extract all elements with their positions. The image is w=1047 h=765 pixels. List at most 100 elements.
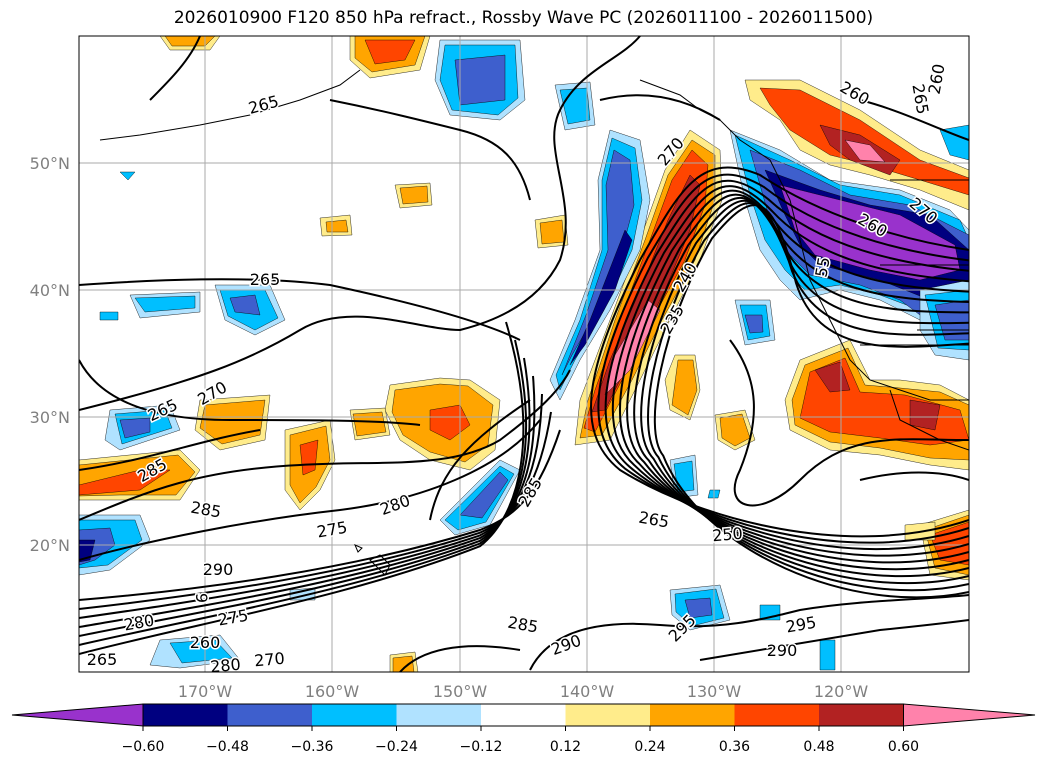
shaded-region-7 <box>325 219 349 233</box>
contour-label: 265 <box>87 650 118 669</box>
shaded-region-3 <box>169 639 233 664</box>
shaded-region-7 <box>392 655 415 672</box>
height-contour <box>79 429 261 471</box>
height-contour <box>399 645 521 672</box>
height-contour <box>599 94 721 121</box>
colorbar-segment <box>396 704 481 726</box>
shaded-region-2 <box>454 54 506 106</box>
shaded-region-7 <box>719 413 751 447</box>
contour-label: 260 <box>190 633 221 652</box>
shaded-region-8 <box>79 469 171 496</box>
contour-label: 250 <box>711 524 743 546</box>
longitude-label: 120°W <box>814 682 869 701</box>
height-contour <box>429 399 531 521</box>
height-contour <box>329 99 531 201</box>
colorbar-segment <box>143 704 228 726</box>
height-contour <box>529 594 969 671</box>
colorbar-tick-label: 0.48 <box>803 739 834 755</box>
height-contour <box>79 321 525 655</box>
colorbar-tick-label: 0.60 <box>888 739 919 755</box>
map-area: 2652652702652852852752802909275280260270… <box>79 36 969 677</box>
shaded-region-3 <box>819 639 836 671</box>
coastline <box>889 389 969 451</box>
shaded-region-7 <box>671 359 698 416</box>
border-line <box>860 179 969 346</box>
height-contour <box>79 429 561 601</box>
height-contour <box>604 179 969 551</box>
colorbar-extend-max <box>903 703 1036 727</box>
height-contour <box>859 99 969 141</box>
shaded-region-3 <box>99 311 119 321</box>
colorbar-tick-label: −0.24 <box>375 739 418 755</box>
height-contour <box>79 36 641 411</box>
colorbar-segment <box>650 704 735 726</box>
colorbar-tick-label: −0.48 <box>206 739 249 755</box>
height-contour <box>597 173 969 544</box>
colorbar-segment <box>819 704 904 726</box>
contour-label: 280 <box>209 655 241 677</box>
height-contour <box>79 339 528 646</box>
longitude-label: 140°W <box>560 682 615 701</box>
contour-label: 290 <box>203 560 234 579</box>
height-contour <box>590 166 969 538</box>
contour-label: 290 <box>767 641 798 660</box>
height-contour <box>633 197 969 578</box>
colorbar-tick-label: 0.24 <box>634 739 665 755</box>
height-contour <box>79 393 543 619</box>
height-contour <box>79 411 552 610</box>
shaded-region-7 <box>399 185 429 205</box>
height-contour <box>79 357 531 637</box>
height-contour <box>626 193 969 571</box>
height-contour <box>79 278 521 341</box>
contour-label: 9 <box>192 593 211 603</box>
shaded-region-2 <box>561 149 635 376</box>
coastline <box>99 69 361 141</box>
shaded-region-2 <box>229 294 261 316</box>
longitude-label: 130°W <box>687 682 742 701</box>
plot-title: 2026010900 F120 850 hPa refract., Rossby… <box>173 8 874 28</box>
colorbar-tick-label: −0.36 <box>291 739 334 755</box>
colorbar-extend-min <box>11 703 144 727</box>
height-contour <box>79 369 571 521</box>
longitude-labels: 170°W 160°W 150°W 140°W 130°W 120°W <box>178 682 869 701</box>
refractivity-shading <box>79 36 969 672</box>
shaded-region-2 <box>459 471 509 519</box>
height-contour <box>647 202 969 592</box>
shaded-region-1 <box>569 229 633 366</box>
longitude-label: 160°W <box>305 682 360 701</box>
shaded-region-2 <box>744 314 764 334</box>
height-contour <box>79 375 536 628</box>
shaded-region-3 <box>134 295 196 313</box>
colorbar-frame <box>142 703 904 727</box>
contour-label: 55 <box>811 255 833 278</box>
colorbar-tick-label: 0.12 <box>550 739 581 755</box>
height-contour <box>640 199 969 585</box>
colorbar-tick-label: −0.12 <box>460 739 503 755</box>
height-contour <box>79 359 421 426</box>
height-contour <box>859 471 969 481</box>
map-frame <box>78 35 970 673</box>
shaded-region-3 <box>119 171 136 181</box>
colorbar-segment <box>565 704 650 726</box>
shaded-region-2 <box>119 417 151 439</box>
longitude-label: 150°W <box>433 682 488 701</box>
latitude-label: 50°N <box>30 154 70 173</box>
latitude-label: 30°N <box>30 408 70 427</box>
height-contour <box>79 419 541 561</box>
shaded-region-10 <box>844 139 886 163</box>
shaded-region-7 <box>352 411 387 437</box>
shaded-region-2 <box>684 597 713 619</box>
height-contour <box>653 204 969 599</box>
colorbar: −0.60 −0.48 −0.36 −0.24 −0.12 0.12 0.24 0.36 0.4… <box>11 703 1036 755</box>
contour-label: 265 <box>250 270 281 289</box>
latitude-labels: 50°N 40°N 30°N 20°N <box>30 154 70 555</box>
latitude-label: 20°N <box>30 536 70 555</box>
shaded-region-3 <box>939 124 969 161</box>
contour-label: 275 <box>216 606 249 630</box>
height-contour <box>611 185 969 557</box>
height-contour <box>149 36 201 101</box>
colorbar-segment <box>734 704 819 726</box>
shaded-region-7 <box>539 219 565 245</box>
shaded-region-8 <box>364 39 416 65</box>
